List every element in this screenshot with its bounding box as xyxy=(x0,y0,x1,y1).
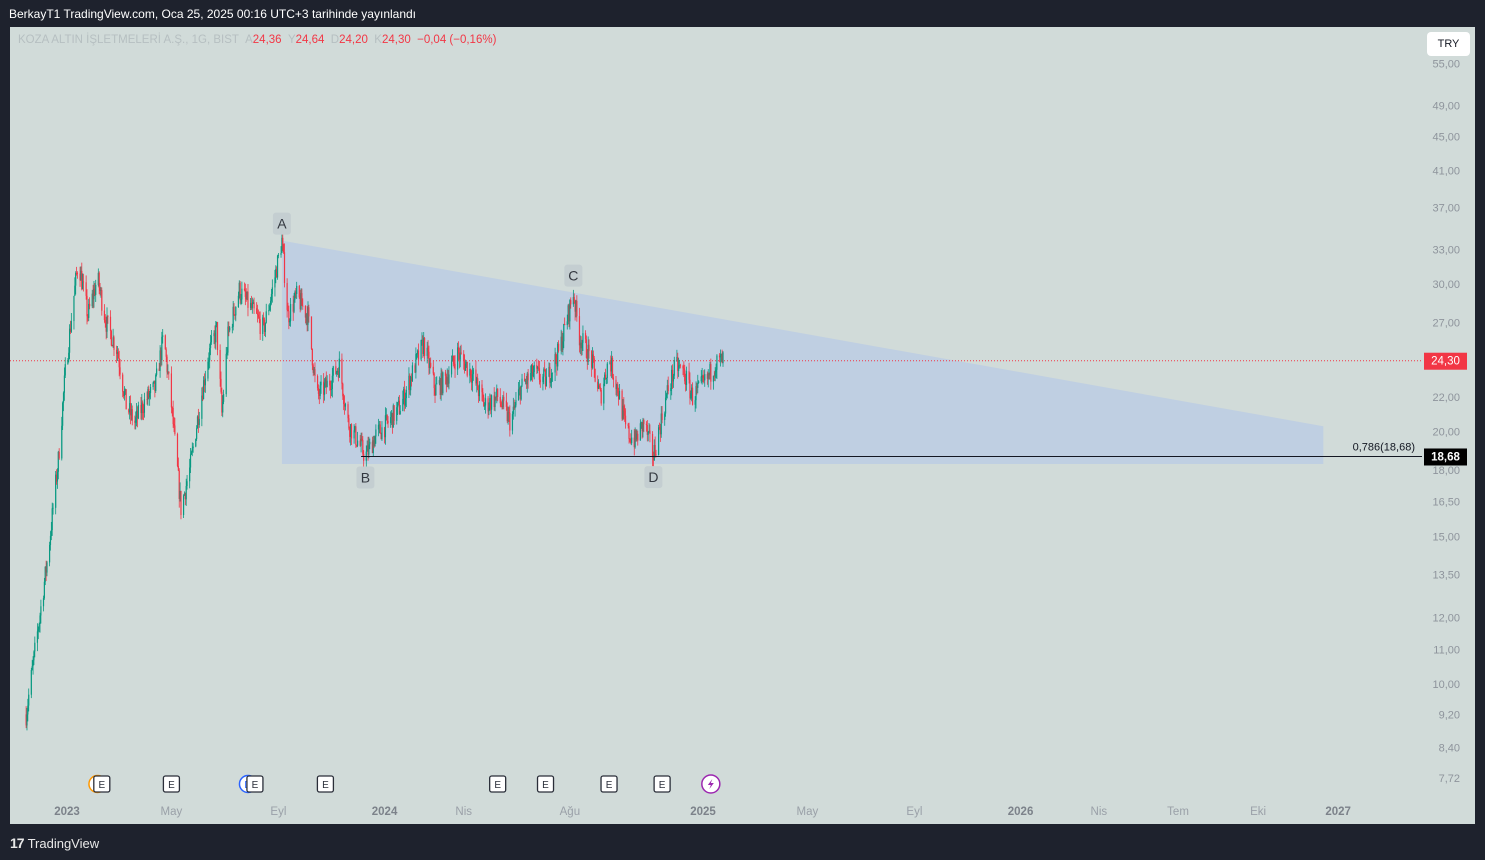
close-value: 24,30 xyxy=(381,34,411,46)
open-label: A xyxy=(245,34,253,46)
currency-button[interactable]: TRY xyxy=(1427,32,1470,56)
brand-text: TradingView xyxy=(27,835,100,851)
footer-bar xyxy=(0,824,1485,860)
low-value: 24,20 xyxy=(339,34,368,46)
open-value: 24,36 xyxy=(252,34,282,46)
chart-panel[interactable] xyxy=(10,27,1475,824)
change-value: −0,04 (−0,16%) xyxy=(417,34,497,46)
published-bar: BerkayT1 TradingView.com, Oca 25, 2025 0… xyxy=(0,0,1485,27)
tv-logo-icon: 17 xyxy=(10,835,25,851)
symbol-name: KOZA ALTIN İŞLETMELERİ A.Ş., 1G, BIST xyxy=(18,34,239,46)
low-label: D xyxy=(330,34,340,46)
high-value: 24,64 xyxy=(295,34,325,46)
published-text: BerkayT1 TradingView.com, Oca 25, 2025 0… xyxy=(9,7,417,21)
close-label: K xyxy=(374,34,382,46)
tradingview-logo[interactable]: 17 TradingView xyxy=(10,835,99,851)
high-label: Y xyxy=(287,34,296,46)
symbol-legend: KOZA ALTIN İŞLETMELERİ A.Ş., 1G, BIST A2… xyxy=(18,34,496,46)
